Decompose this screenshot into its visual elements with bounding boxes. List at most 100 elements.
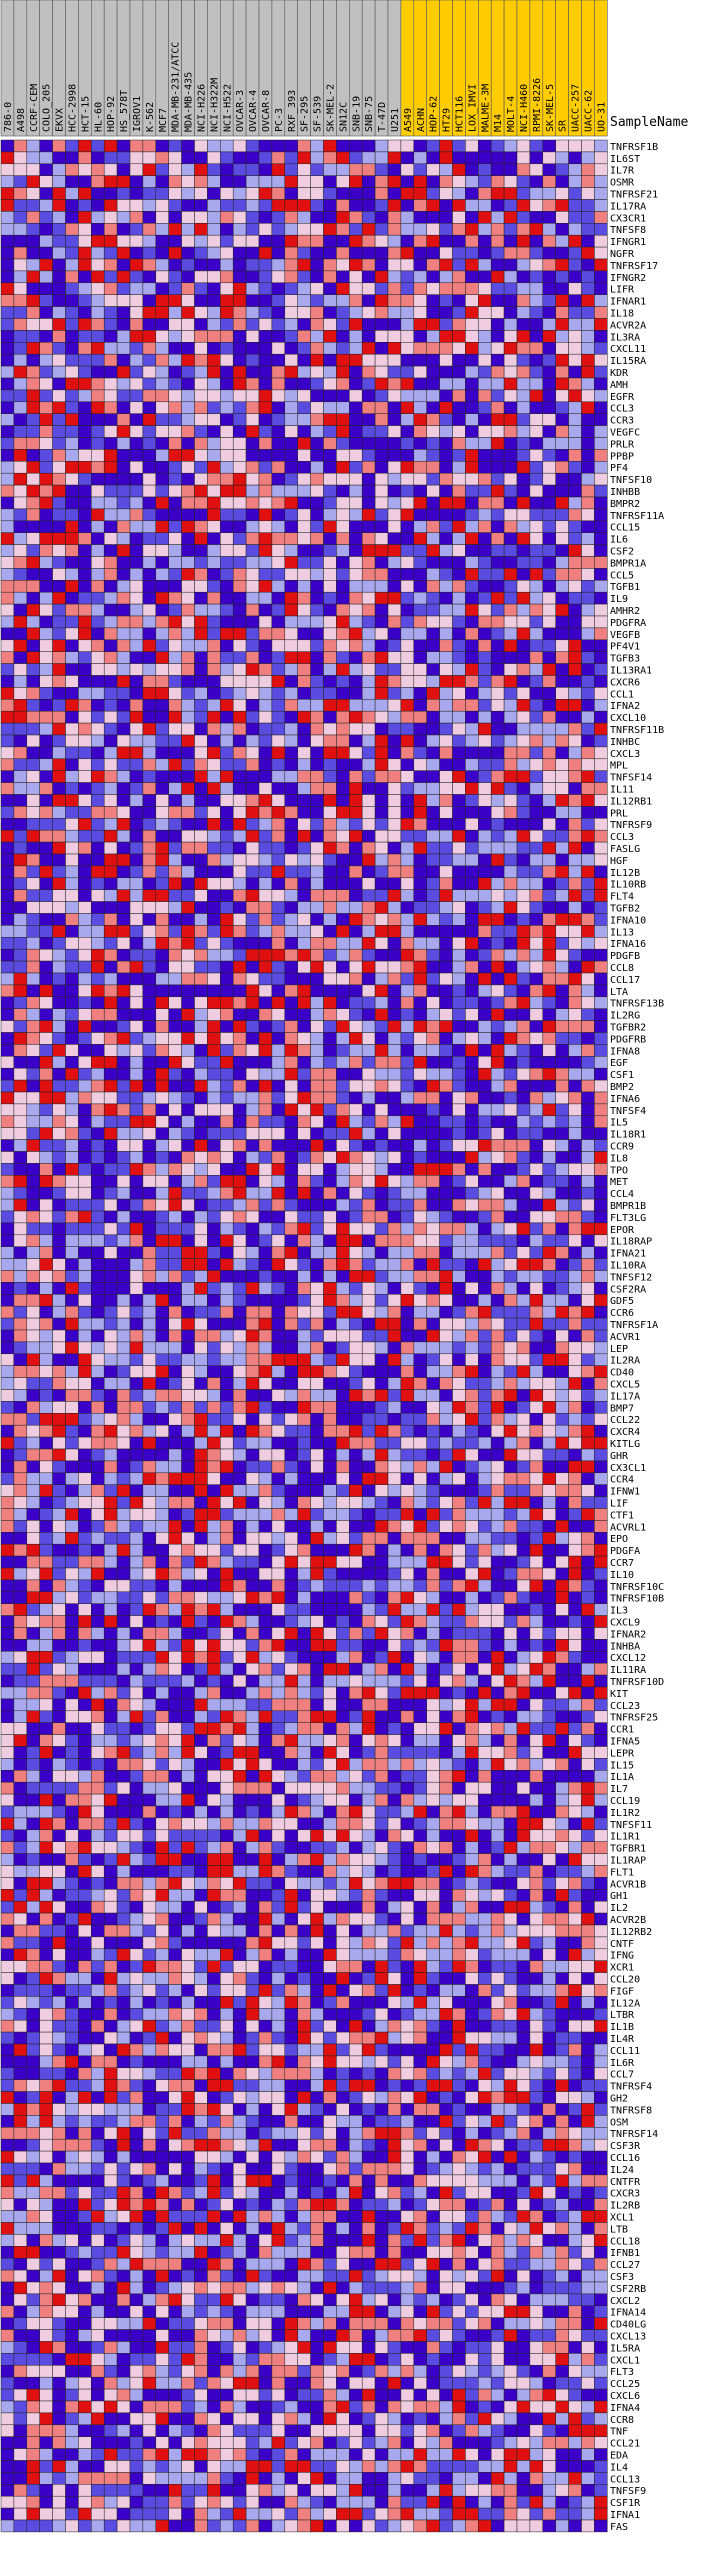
heatmap-cell [168,306,182,319]
heatmap-cell [207,365,221,379]
heatmap-cell [297,984,311,998]
heatmap-cell [0,627,15,641]
heatmap-cell [116,1222,131,1236]
heatmap-cell [26,318,40,331]
heatmap-cell [490,1139,505,1152]
heatmap-cell [387,984,402,998]
heatmap-cell [310,734,324,748]
heatmap-cell [594,925,608,938]
heatmap-cell [39,1294,53,1307]
heatmap-cell [336,806,350,819]
heatmap-cell [387,330,402,343]
heatmap-cell [271,425,286,438]
heatmap-cell [581,1067,595,1081]
heatmap-cell [52,211,66,224]
heatmap-cell [103,1377,118,1390]
heatmap-cell [361,1294,376,1307]
heatmap-cell [232,663,247,676]
heatmap-cell [361,699,376,712]
heatmap-cell [516,1282,531,1295]
heatmap-cell [220,413,234,426]
heatmap-cell [478,699,492,712]
heatmap-cell [452,401,466,414]
heatmap-cell [13,1056,28,1069]
heatmap-cell [374,1341,389,1355]
heatmap-cell [284,972,298,986]
heatmap-cell [542,223,556,236]
heatmap-cell [155,270,169,284]
heatmap-cell [91,699,105,712]
heatmap-cell [529,294,544,307]
heatmap-cell [91,865,105,879]
heatmap-cell [336,282,350,295]
heatmap-cell [258,425,273,438]
heatmap-cell [39,1198,53,1212]
heatmap-cell [65,1103,79,1117]
heatmap-cell [452,246,466,260]
heatmap-cell [245,901,260,914]
heatmap-cell [503,746,518,760]
heatmap-cell [258,853,273,867]
heatmap-cell [26,151,40,165]
heatmap-cell [39,306,53,319]
heatmap-cell [258,532,273,545]
heatmap-cell [65,1163,79,1176]
heatmap-cell [490,853,505,867]
heatmap-cell [181,401,195,414]
heatmap-cell [594,306,608,319]
heatmap-cell [116,330,131,343]
heatmap-cell [13,1139,28,1152]
heatmap-cell [336,687,350,700]
heatmap-cell [91,1151,105,1164]
heatmap-cell [245,1008,260,1021]
heatmap-cell [529,496,544,510]
heatmap-cell [0,758,15,771]
heatmap-cell [168,1341,182,1355]
heatmap-cell [349,1234,363,1247]
heatmap-cell [103,1020,118,1033]
heatmap-cell [13,342,28,355]
heatmap-cell [78,258,92,272]
heatmap-cell [400,794,415,807]
heatmap-cell [245,413,260,426]
heatmap-cell [91,806,105,819]
heatmap-cell [220,1067,234,1081]
heatmap-cell [207,1317,221,1331]
heatmap-cell [439,1282,453,1295]
heatmap-cell [516,639,531,652]
heatmap-cell [155,246,169,260]
heatmap-cell [568,1365,582,1378]
heatmap-cell [168,1329,182,1343]
heatmap-cell [555,913,569,926]
heatmap-cell [129,806,144,819]
heatmap-cell [155,865,169,879]
heatmap-cell [542,1115,556,1128]
heatmap-cell [594,401,608,414]
heatmap-cell [594,675,608,688]
heatmap-cell [129,294,144,307]
heatmap-cell [374,1294,389,1307]
heatmap-cell [452,1151,466,1164]
heatmap-cell [271,472,286,486]
heatmap-cell [155,1329,169,1343]
heatmap-cell [413,258,427,272]
heatmap-cell [323,841,337,855]
heatmap-cell [439,782,453,795]
heatmap-cell [194,627,208,641]
heatmap-cell [568,520,582,533]
heatmap-cell [78,639,92,652]
heatmap-cell [103,972,118,986]
heatmap-cell [400,937,415,950]
heatmap-cell [65,758,79,771]
heatmap-cell [181,211,195,224]
heatmap-cell [581,794,595,807]
heatmap-cell [400,1127,415,1140]
heatmap-cell [452,1210,466,1224]
heatmap-cell [374,234,389,248]
heatmap-cell [65,532,79,545]
heatmap-cell [52,377,66,391]
heatmap-cell [232,1210,247,1224]
heatmap-cell [155,603,169,617]
heatmap-cell [594,984,608,998]
heatmap-cell [245,865,260,879]
